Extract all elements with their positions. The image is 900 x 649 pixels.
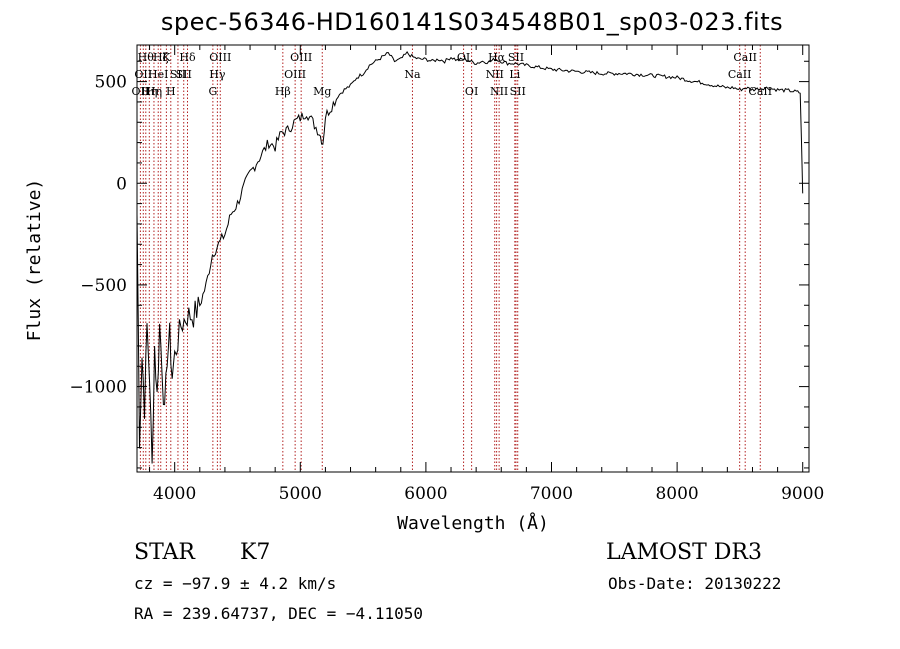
x-tick-label-2: 6000 (404, 484, 447, 504)
line-label-4: Hη (146, 85, 162, 98)
object-subclass: K7 (240, 540, 271, 565)
x-tick-label-5: 9000 (781, 484, 824, 504)
line-label-11: Hδ (179, 51, 196, 64)
line-label-7: K (162, 51, 171, 64)
line-label-2: Hθ (138, 51, 155, 64)
line-label-26: SII (508, 51, 524, 64)
x-tick-label-4: 8000 (655, 484, 698, 504)
line-label-14: OIII (209, 51, 231, 64)
line-label-27: SII (510, 85, 526, 98)
line-label-1: OII (134, 68, 152, 81)
line-label-13: Hγ (209, 68, 226, 81)
object-class: STAR (134, 540, 195, 565)
redshift-text: cz = −97.9 ± 4.2 km/s (134, 574, 337, 593)
line-label-0: OII (132, 85, 150, 98)
plot-frame (136, 44, 810, 473)
chart-title: spec-56346-HD160141S034548B01_sp03-023.f… (160, 8, 784, 36)
line-label-23: Hα (488, 51, 506, 64)
line-label-12: G (208, 85, 217, 98)
line-label-5: HeI (148, 68, 168, 81)
emission-line-labels: OIIOIIHθHηHηHeIHζKHSIISIIHδGHγOIIIHβOIII… (132, 51, 773, 98)
line-label-15: Hβ (275, 85, 291, 98)
line-label-3: Hη (141, 85, 157, 98)
line-label-29: CaII (733, 51, 757, 64)
x-tick-label-0: 4000 (153, 484, 196, 504)
line-label-19: Na (404, 68, 421, 81)
line-label-24: NII (490, 85, 508, 98)
line-label-10: SII (176, 68, 192, 81)
spectrum-series-line (136, 50, 804, 464)
line-label-8: H (166, 85, 176, 98)
line-label-30: CaII (748, 85, 772, 98)
x-tick-label-1: 5000 (279, 484, 322, 504)
survey-name: LAMOST DR3 (606, 540, 762, 565)
line-label-22: NII (486, 68, 504, 81)
y-axis-title: Flux (relative) (24, 179, 45, 342)
line-label-9: SII (170, 68, 186, 81)
coordinates-text: RA = 239.64737, DEC = −4.11050 (134, 604, 423, 623)
line-label-18: Mg (313, 85, 331, 98)
y-tick-label-0: −1000 (69, 378, 127, 398)
y-tick-label-1: −500 (80, 276, 127, 296)
line-label-21: OI (465, 85, 478, 98)
line-label-6: Hζ (153, 51, 169, 64)
line-label-25: Li (509, 68, 520, 81)
line-label-20: OI (457, 51, 470, 64)
x-axis-title: Wavelength (Å) (397, 512, 549, 534)
x-axis-ticks: 4000 5000 6000 7000 8000 9000 (149, 45, 824, 504)
y-tick-label-2: 0 (116, 174, 127, 194)
x-tick-label-3: 7000 (530, 484, 573, 504)
obs-date-text: Obs-Date: 20130222 (608, 574, 782, 593)
line-label-28: CaII (728, 68, 752, 81)
y-tick-label-3: 500 (95, 73, 127, 93)
line-label-16: OIII (284, 68, 306, 81)
line-label-17: OIII (290, 51, 312, 64)
y-axis-ticks: −1000 −500 0 500 (69, 60, 809, 469)
emission-line-markers (139, 45, 761, 472)
